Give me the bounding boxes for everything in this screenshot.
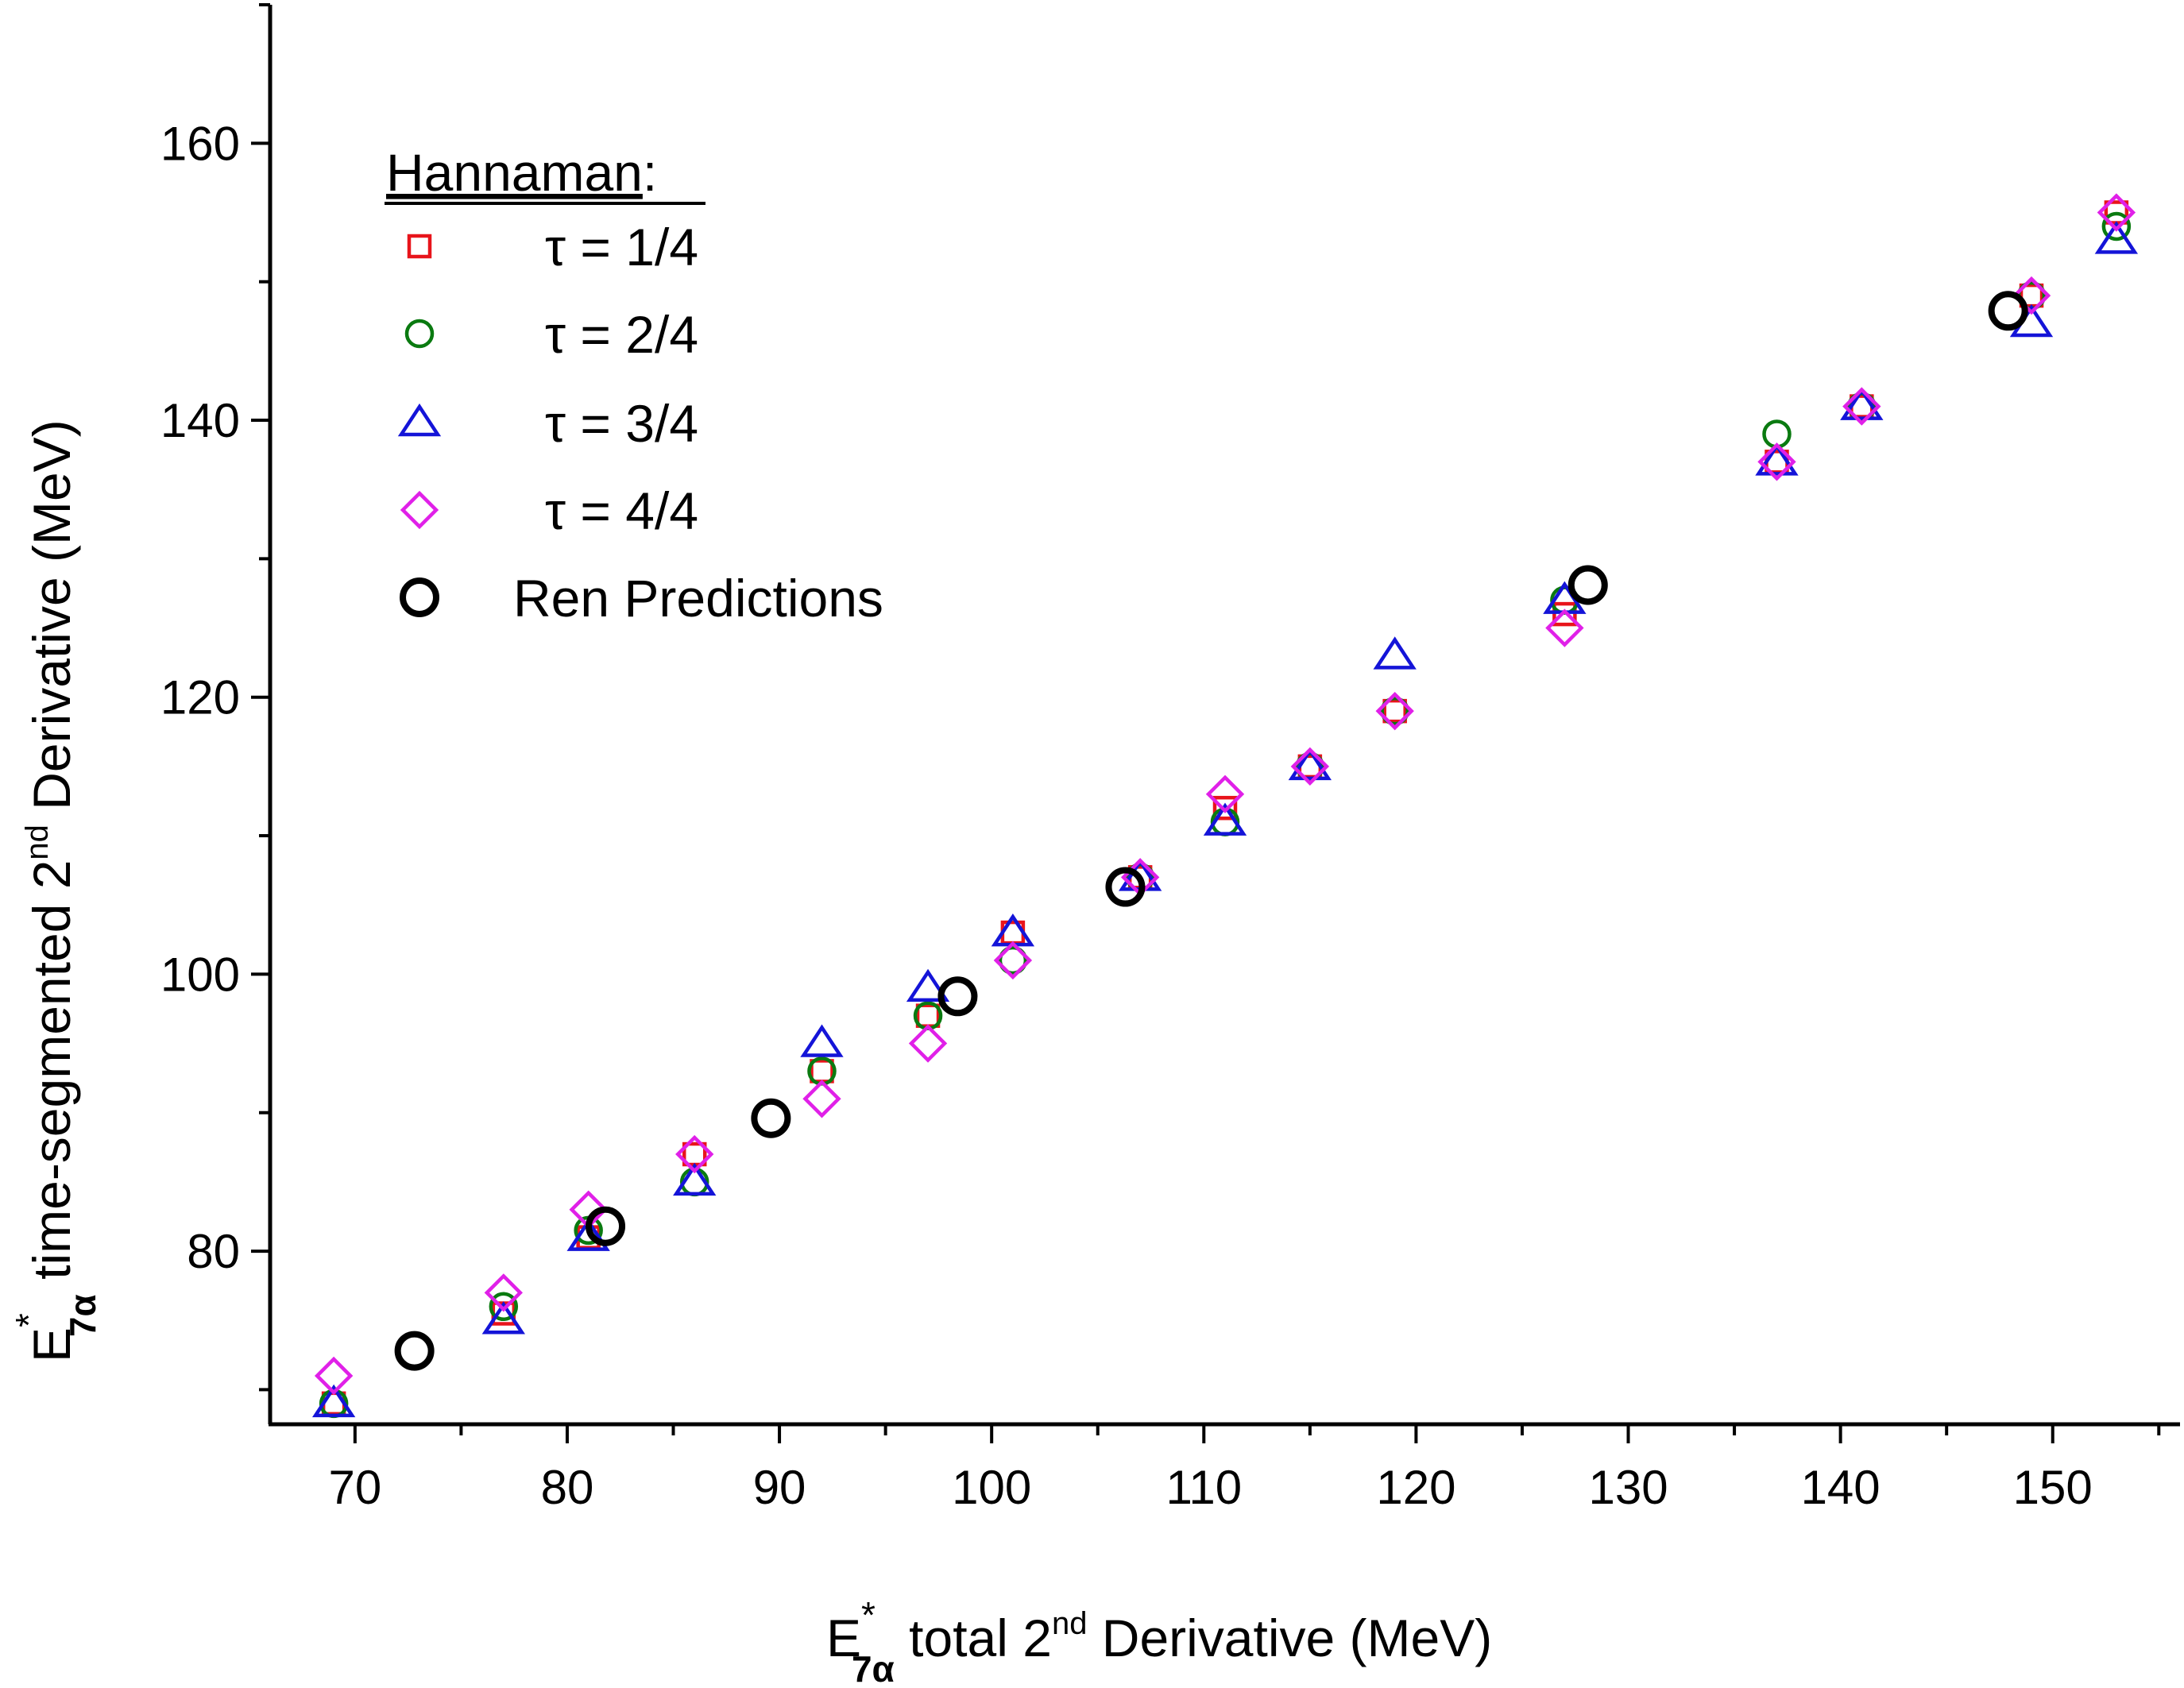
legend-entry-2: τ = 3/4 <box>397 394 698 453</box>
legend-marker <box>407 234 432 259</box>
data-point <box>1373 636 1417 670</box>
data-point <box>673 1162 717 1196</box>
x-tick-label: 150 <box>2013 1461 2093 1514</box>
data-point <box>802 1080 841 1118</box>
y-tick-label: 120 <box>160 671 240 724</box>
legend-entry-4: Ren Predictions <box>400 569 883 628</box>
data-point <box>810 1059 834 1083</box>
legend-label: τ = 4/4 <box>545 481 698 540</box>
data-point <box>481 1301 525 1335</box>
data-point <box>489 1292 519 1322</box>
data-point <box>586 1206 626 1246</box>
x-tick-label: 130 <box>1588 1461 1668 1514</box>
x-tick-label: 140 <box>1801 1461 1881 1514</box>
data-point <box>1755 442 1799 476</box>
x-axis-title: E* 7α total 2nd Derivative (MeV) <box>826 1594 1492 1688</box>
legend-entry-1: τ = 2/4 <box>404 305 698 364</box>
legend-label: τ = 3/4 <box>545 394 698 453</box>
data-point <box>1545 608 1584 647</box>
data-points <box>311 193 2139 1419</box>
data-point <box>394 1331 435 1371</box>
legend-marker <box>397 403 442 437</box>
data-point <box>311 1384 356 1418</box>
legend-entry-3: τ = 4/4 <box>400 481 698 540</box>
data-point <box>675 1134 714 1174</box>
data-point <box>1842 387 1881 426</box>
y-tick-label: 80 <box>187 1225 240 1278</box>
data-point <box>1567 565 1608 605</box>
data-point <box>1288 747 1332 781</box>
data-point <box>1203 802 1247 836</box>
data-point <box>1105 867 1146 907</box>
data-point <box>1375 691 1414 731</box>
data-point <box>2094 221 2139 254</box>
series-4 <box>394 291 2028 1371</box>
data-point <box>751 1098 791 1138</box>
legend-marker <box>400 490 439 530</box>
series-2 <box>311 221 2139 1418</box>
data-point <box>2101 211 2132 241</box>
x-tick-label: 110 <box>1165 1461 1242 1514</box>
axes-frame <box>268 5 2180 1427</box>
x-tick-label: 90 <box>753 1461 806 1514</box>
axis-ticks: 70 80 90 100 110 120 130 140 150 80 100 120 140 160 <box>160 3 2161 1514</box>
data-point <box>1840 387 1884 420</box>
y-tick-label: 160 <box>160 117 240 170</box>
legend-entry-0: τ = 1/4 <box>407 218 698 276</box>
x-tick-label: 80 <box>541 1461 594 1514</box>
data-point <box>1290 747 1330 786</box>
data-point <box>1552 601 1577 627</box>
legend-label: τ = 2/4 <box>545 305 698 364</box>
x-tick-label: 100 <box>952 1461 1031 1514</box>
data-point <box>800 1024 844 1057</box>
data-point <box>314 1356 354 1396</box>
data-point <box>1212 795 1238 821</box>
x-tick-label: 120 <box>1376 1461 1455 1514</box>
data-point <box>915 1003 941 1028</box>
data-point <box>566 1218 610 1251</box>
data-point <box>484 1273 524 1312</box>
legend-label: Ren Predictions <box>513 569 883 628</box>
data-point <box>1382 698 1407 724</box>
data-point <box>1988 291 2028 331</box>
data-point <box>1205 774 1245 813</box>
y-tick-label: 140 <box>160 394 240 447</box>
legend-items: τ = 1/4 τ = 2/4 τ = 3/4 τ = 4/4 Ren Predicti… <box>397 218 883 628</box>
legend-label: τ = 1/4 <box>545 218 698 276</box>
y-axis-title: E* 7α time-segmented 2nd Derivative (MeV) <box>8 419 103 1362</box>
data-point <box>993 941 1033 980</box>
legend-marker <box>400 577 439 617</box>
data-point <box>2097 193 2136 232</box>
data-point <box>1380 696 1409 726</box>
legend-title: Hannaman: <box>386 143 657 202</box>
data-point <box>908 1024 948 1063</box>
data-point <box>998 945 1028 975</box>
data-point <box>1757 442 1796 481</box>
data-point <box>906 968 950 1002</box>
y-tick-label: 100 <box>160 948 240 1001</box>
legend: Hannaman: τ = 1/4 τ = 2/4 τ = 3/4 τ = 4/4 Re… <box>385 143 883 628</box>
data-point <box>2012 276 2051 315</box>
legend-marker <box>404 319 435 349</box>
data-point <box>937 976 978 1017</box>
x-tick-label: 70 <box>328 1461 381 1514</box>
series-3 <box>314 193 2136 1396</box>
